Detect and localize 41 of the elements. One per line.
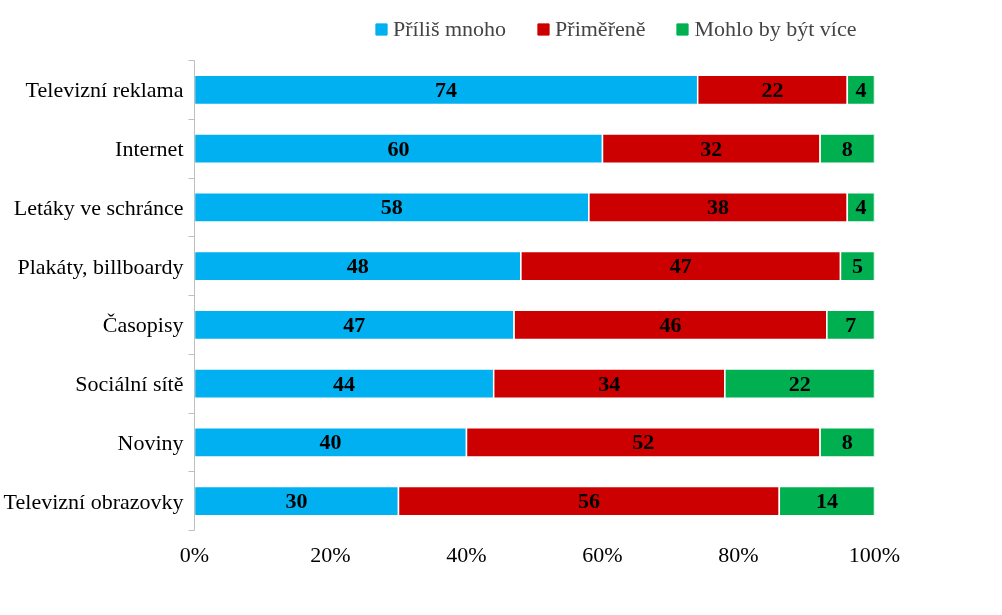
data-label: 14 xyxy=(815,488,838,514)
legend-label: Příliš mnoho xyxy=(393,16,507,42)
data-label: 44 xyxy=(333,370,356,396)
data-label: 60 xyxy=(387,135,410,161)
data-label: 32 xyxy=(700,135,723,161)
y-tick-label: Televizní reklama xyxy=(25,77,184,103)
x-tick-label: 0% xyxy=(179,541,210,567)
y-tick-label: Internet xyxy=(115,136,184,162)
legend-label: Mohlo by být více xyxy=(694,16,857,42)
data-label: 46 xyxy=(659,311,682,337)
data-label: 47 xyxy=(343,311,366,337)
y-tick-label: Noviny xyxy=(117,429,184,455)
data-label: 38 xyxy=(707,194,730,220)
data-label: 8 xyxy=(841,135,853,161)
data-label: 52 xyxy=(632,429,655,455)
x-tick-label: 100% xyxy=(848,541,901,567)
y-tick-label: Televizní obrazovky xyxy=(3,488,184,514)
legend-label: Přiměřeně xyxy=(555,16,646,42)
y-tick-label: Časopisy xyxy=(102,312,184,338)
data-label: 58 xyxy=(380,194,403,220)
data-label: 40 xyxy=(319,429,342,455)
data-label: 22 xyxy=(761,76,784,102)
x-tick-label: 40% xyxy=(446,541,487,567)
data-label: 4 xyxy=(855,194,867,220)
data-label: 47 xyxy=(669,253,692,279)
data-label: 48 xyxy=(346,253,369,279)
y-tick-label: Plakáty, billboardy xyxy=(17,253,184,279)
data-label: 7 xyxy=(845,311,857,337)
x-tick-label: 20% xyxy=(310,541,351,567)
data-label: 34 xyxy=(598,370,621,396)
data-label: 4 xyxy=(855,76,867,102)
data-label: 30 xyxy=(285,488,308,514)
data-label: 56 xyxy=(577,488,600,514)
y-tick-label: Sociální sítě xyxy=(75,371,184,397)
x-tick-label: 60% xyxy=(582,541,623,567)
data-label: 74 xyxy=(435,76,458,102)
data-label: 22 xyxy=(788,370,811,396)
data-label: 8 xyxy=(841,429,853,455)
y-tick-label: Letáky ve schránce xyxy=(13,194,184,220)
data-label: 5 xyxy=(852,253,863,279)
x-tick-label: 80% xyxy=(718,541,759,567)
